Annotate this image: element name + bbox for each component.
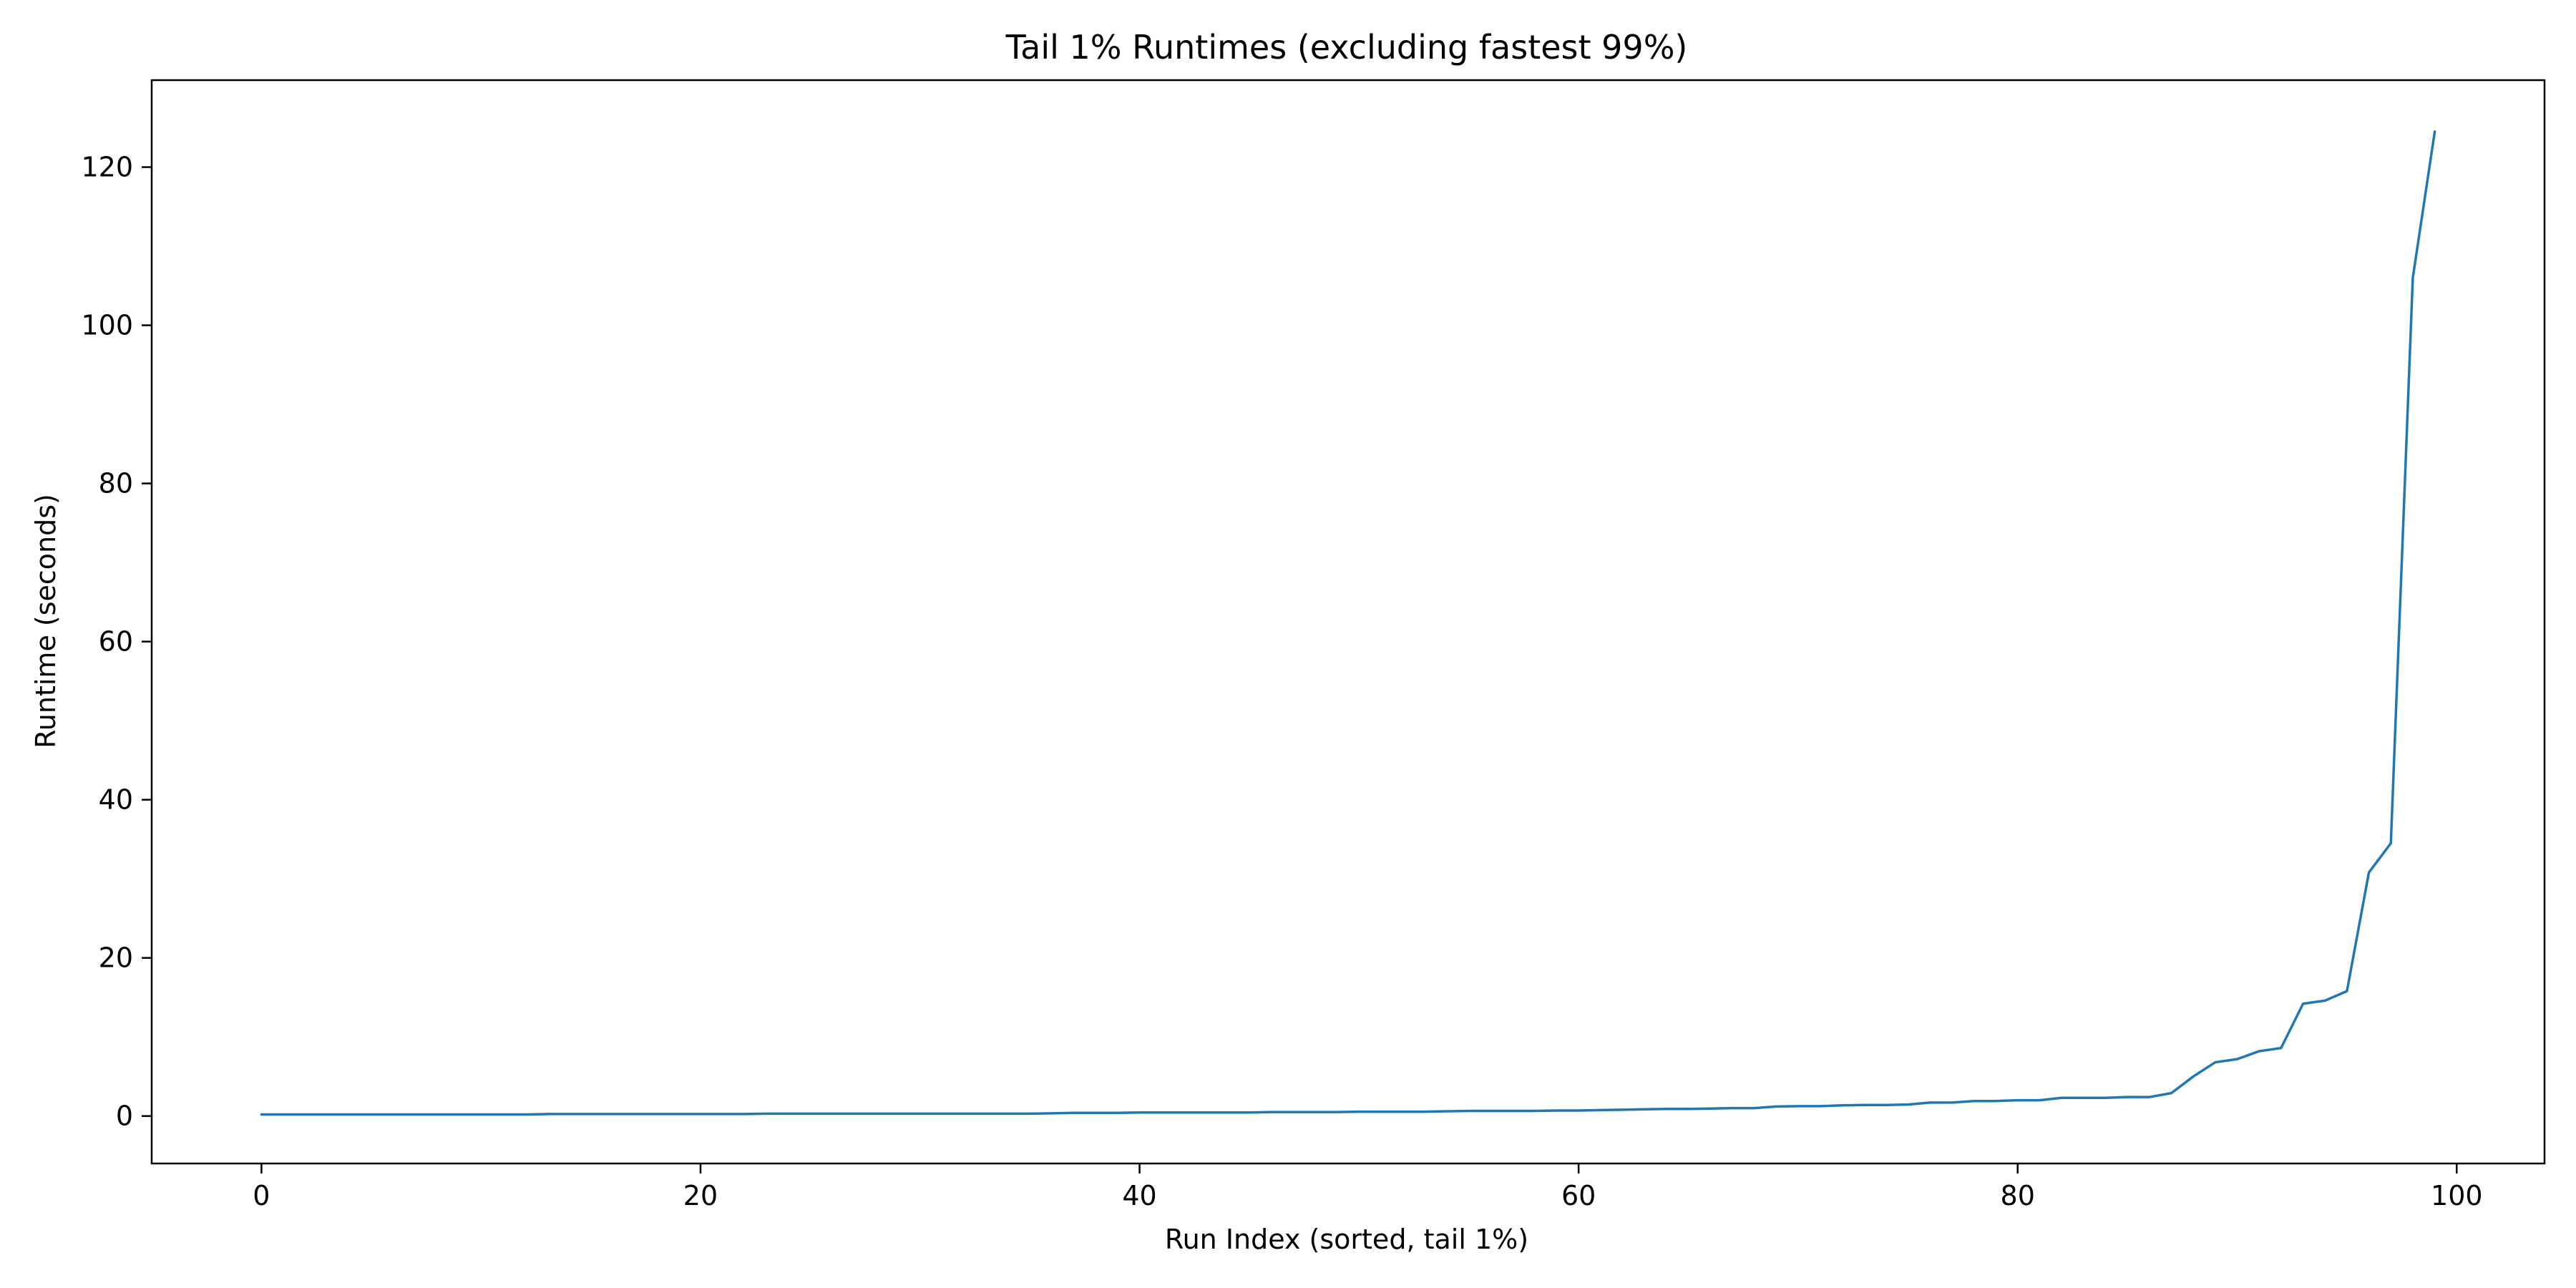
y-axis-label: Runtime (seconds) [30, 494, 62, 748]
y-tick-label: 60 [99, 626, 133, 658]
x-axis: 0 20 40 60 80 100 [253, 1163, 2483, 1211]
x-tick-label: 100 [2431, 1180, 2483, 1211]
x-tick-label: 60 [1561, 1180, 1596, 1211]
x-tick-label: 0 [253, 1180, 270, 1211]
series-line-runtime [260, 130, 2436, 1116]
x-axis-label: Run Index (sorted, tail 1%) [1165, 1224, 1528, 1255]
y-tick-label: 120 [81, 152, 133, 183]
y-tick-label: 40 [99, 784, 133, 816]
x-tick-label: 40 [1122, 1180, 1156, 1211]
chart-title: Tail 1% Runtimes (excluding fastest 99%) [1005, 28, 1688, 67]
y-axis: 0 20 40 60 80 100 120 [81, 152, 152, 1132]
y-tick-label: 20 [99, 942, 133, 974]
x-tick-label: 80 [2001, 1180, 2035, 1211]
y-tick-label: 100 [81, 310, 133, 341]
y-tick-label: 0 [116, 1101, 133, 1132]
plot-frame [150, 79, 2546, 1165]
y-tick-label: 80 [99, 468, 133, 499]
x-tick-label: 20 [683, 1180, 718, 1211]
